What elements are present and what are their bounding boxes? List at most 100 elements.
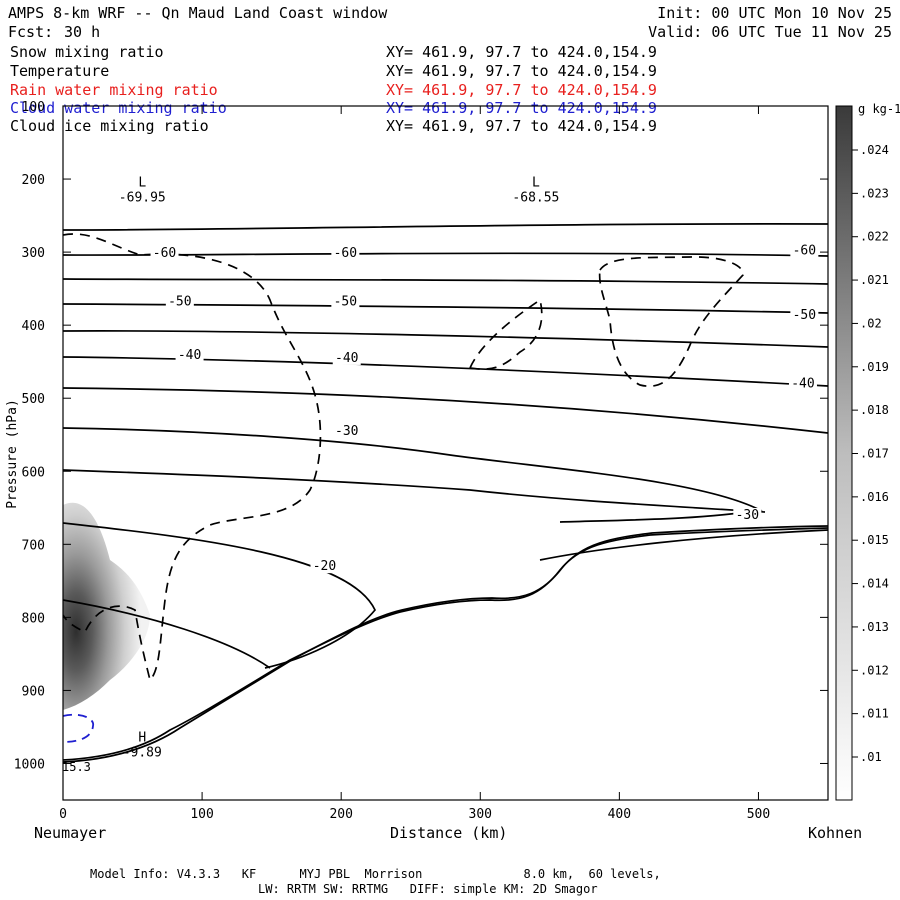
temperature-contour-label: -40 — [178, 348, 201, 363]
temperature-contour-label: -50 — [793, 308, 816, 323]
colorbar-tick-label: .01 — [860, 750, 882, 764]
colorbar-tick-label: .013 — [860, 620, 889, 634]
colorbar-tick-label: .022 — [860, 230, 889, 244]
contour-label-bg — [165, 294, 194, 309]
temperature-contour-label: -40 — [335, 351, 358, 366]
colorbar-tick-label: .02 — [860, 316, 882, 330]
contour-label-bg — [788, 376, 817, 391]
colorbar-tick-label: .018 — [860, 403, 889, 417]
extremum-marker: L — [138, 175, 146, 190]
forecast-hours: 30 h — [64, 23, 101, 41]
plot-frame — [62, 105, 829, 801]
y-tick-label: 300 — [22, 246, 45, 261]
snow-mixing-ratio-shading — [63, 502, 150, 710]
temperature-contour-label: -60 — [153, 246, 176, 261]
colorbar-tick-label: .021 — [860, 273, 889, 287]
extremum-value: -9.89 — [123, 746, 162, 761]
y-tick-label: 200 — [22, 173, 45, 188]
y-tick-label: 700 — [22, 538, 45, 553]
extremum-marker: H — [138, 731, 146, 746]
y-tick-label: 1000 — [14, 757, 45, 772]
colorbar-tick-label: .019 — [860, 360, 889, 374]
x-tick-label: 0 — [59, 807, 67, 822]
terrain-surface-line — [539, 529, 828, 561]
field-xy-cloud-water: XY= 461.9, 97.7 to 424.0,154.9 — [386, 99, 657, 117]
contour-label-bg — [331, 294, 360, 309]
y-tick-label: 400 — [22, 319, 45, 334]
contour-label-bg — [331, 245, 360, 260]
field-xy-temperature: XY= 461.9, 97.7 to 424.0,154.9 — [386, 62, 657, 80]
surface-value: 15.3 — [62, 760, 91, 774]
field-name-temperature: Temperature — [10, 62, 110, 80]
cloud-ice-contour — [63, 233, 322, 682]
contour-label-bg — [790, 243, 819, 258]
field-name-rain: Rain water mixing ratio — [10, 81, 218, 99]
isotherm-line — [63, 330, 828, 348]
contour-label-bg — [332, 424, 361, 439]
extremum-value: -69.95 — [119, 190, 166, 205]
contour-label-bg — [150, 245, 179, 260]
isotherm-line — [63, 427, 763, 523]
x-left-label: Neumayer — [34, 824, 107, 842]
contour-label-bg — [790, 307, 819, 322]
colorbar-tick-label: .012 — [860, 663, 889, 677]
colorbar-tick-label: .017 — [860, 447, 889, 461]
y-tick-label: 100 — [22, 100, 45, 115]
contour-label-bg — [175, 348, 204, 363]
extremum-marker: L — [532, 175, 540, 190]
colorbar-fill — [835, 105, 853, 801]
temperature-contour-label: -60 — [334, 246, 357, 261]
temperature-contour-label: -50 — [168, 295, 191, 310]
forecast-label: Fcst: — [8, 23, 54, 41]
terrain-surface-line — [63, 527, 828, 761]
isotherm-line — [63, 469, 766, 513]
x-tick-label: 300 — [469, 807, 492, 822]
contour-label-bg — [733, 508, 762, 523]
y-tick-label: 900 — [22, 684, 45, 699]
y-tick-label: 600 — [22, 465, 45, 480]
field-name-snow: Snow mixing ratio — [10, 43, 164, 61]
field-xy-snow: XY= 461.9, 97.7 to 424.0,154.9 — [386, 43, 657, 61]
colorbar-tick-label: .024 — [860, 143, 889, 157]
isotherm-line — [63, 252, 828, 257]
isotherm-line — [63, 387, 828, 434]
isotherm-line — [63, 599, 271, 669]
model-info-line2: LW: RRTM SW: RRTMG DIFF: simple KM: 2D S… — [258, 882, 598, 896]
temperature-contour-label: -50 — [334, 295, 357, 310]
x-right-label: Kohnen — [808, 824, 863, 842]
temperature-contour-label: -20 — [313, 559, 336, 574]
x-tick-label: 500 — [747, 807, 770, 822]
valid-time: Valid: 06 UTC Tue 11 Nov 25 — [648, 23, 892, 41]
temperature-contour-label: -30 — [736, 508, 759, 523]
isotherm-line — [63, 223, 828, 231]
isotherm-line — [63, 303, 828, 314]
field-name-cloud-water: Cloud water mixing ratio — [10, 99, 227, 117]
x-tick-label: 400 — [608, 807, 631, 822]
y-axis-title: Pressure (hPa) — [4, 399, 20, 509]
terrain-surface-line — [63, 525, 828, 763]
field-name-cloud-ice: Cloud ice mixing ratio — [10, 117, 209, 135]
cloud-ice-contour — [469, 298, 543, 370]
colorbar-tick-label: .015 — [860, 533, 889, 547]
cloud-water-contour — [62, 713, 94, 743]
contour-label-bg — [310, 559, 339, 574]
colorbar — [835, 105, 853, 801]
field-xy-cloud-ice: XY= 461.9, 97.7 to 424.0,154.9 — [386, 117, 657, 135]
colorbar-unit: g kg-1 — [858, 102, 900, 116]
chart-title: AMPS 8-km WRF -- Qn Maud Land Coast wind… — [8, 4, 388, 22]
colorbar-tick-label: .016 — [860, 490, 889, 504]
x-axis-title: Distance (km) — [390, 824, 508, 842]
field-xy-rain: XY= 461.9, 97.7 to 424.0,154.9 — [386, 81, 657, 99]
isotherm-line — [63, 522, 376, 669]
colorbar-tick-label: .014 — [860, 577, 889, 591]
isotherm-line — [63, 278, 828, 285]
y-tick-label: 800 — [22, 611, 45, 626]
extremum-value: -68.55 — [512, 190, 559, 205]
init-time: Init: 00 UTC Mon 10 Nov 25 — [657, 4, 892, 22]
isotherm-line — [63, 356, 828, 387]
y-tick-label: 500 — [22, 392, 45, 407]
cloud-ice-contour — [598, 256, 744, 387]
temperature-contour-label: -40 — [791, 377, 814, 392]
contour-label-bg — [332, 350, 361, 365]
